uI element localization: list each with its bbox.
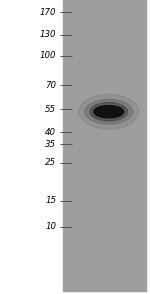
Text: 100: 100 [40, 51, 56, 60]
Bar [63, 0, 146, 291]
Text: 70: 70 [45, 81, 56, 90]
Text: 10: 10 [45, 223, 56, 231]
Text: 35: 35 [45, 140, 56, 148]
Ellipse shape [85, 99, 133, 124]
Text: 40: 40 [45, 128, 56, 137]
Ellipse shape [90, 103, 128, 121]
Text: 55: 55 [45, 105, 56, 114]
Ellipse shape [94, 106, 124, 118]
Text: 15: 15 [45, 196, 56, 205]
Text: 130: 130 [40, 30, 56, 39]
Text: 170: 170 [40, 8, 56, 17]
Ellipse shape [79, 94, 139, 129]
Text: 25: 25 [45, 158, 56, 167]
